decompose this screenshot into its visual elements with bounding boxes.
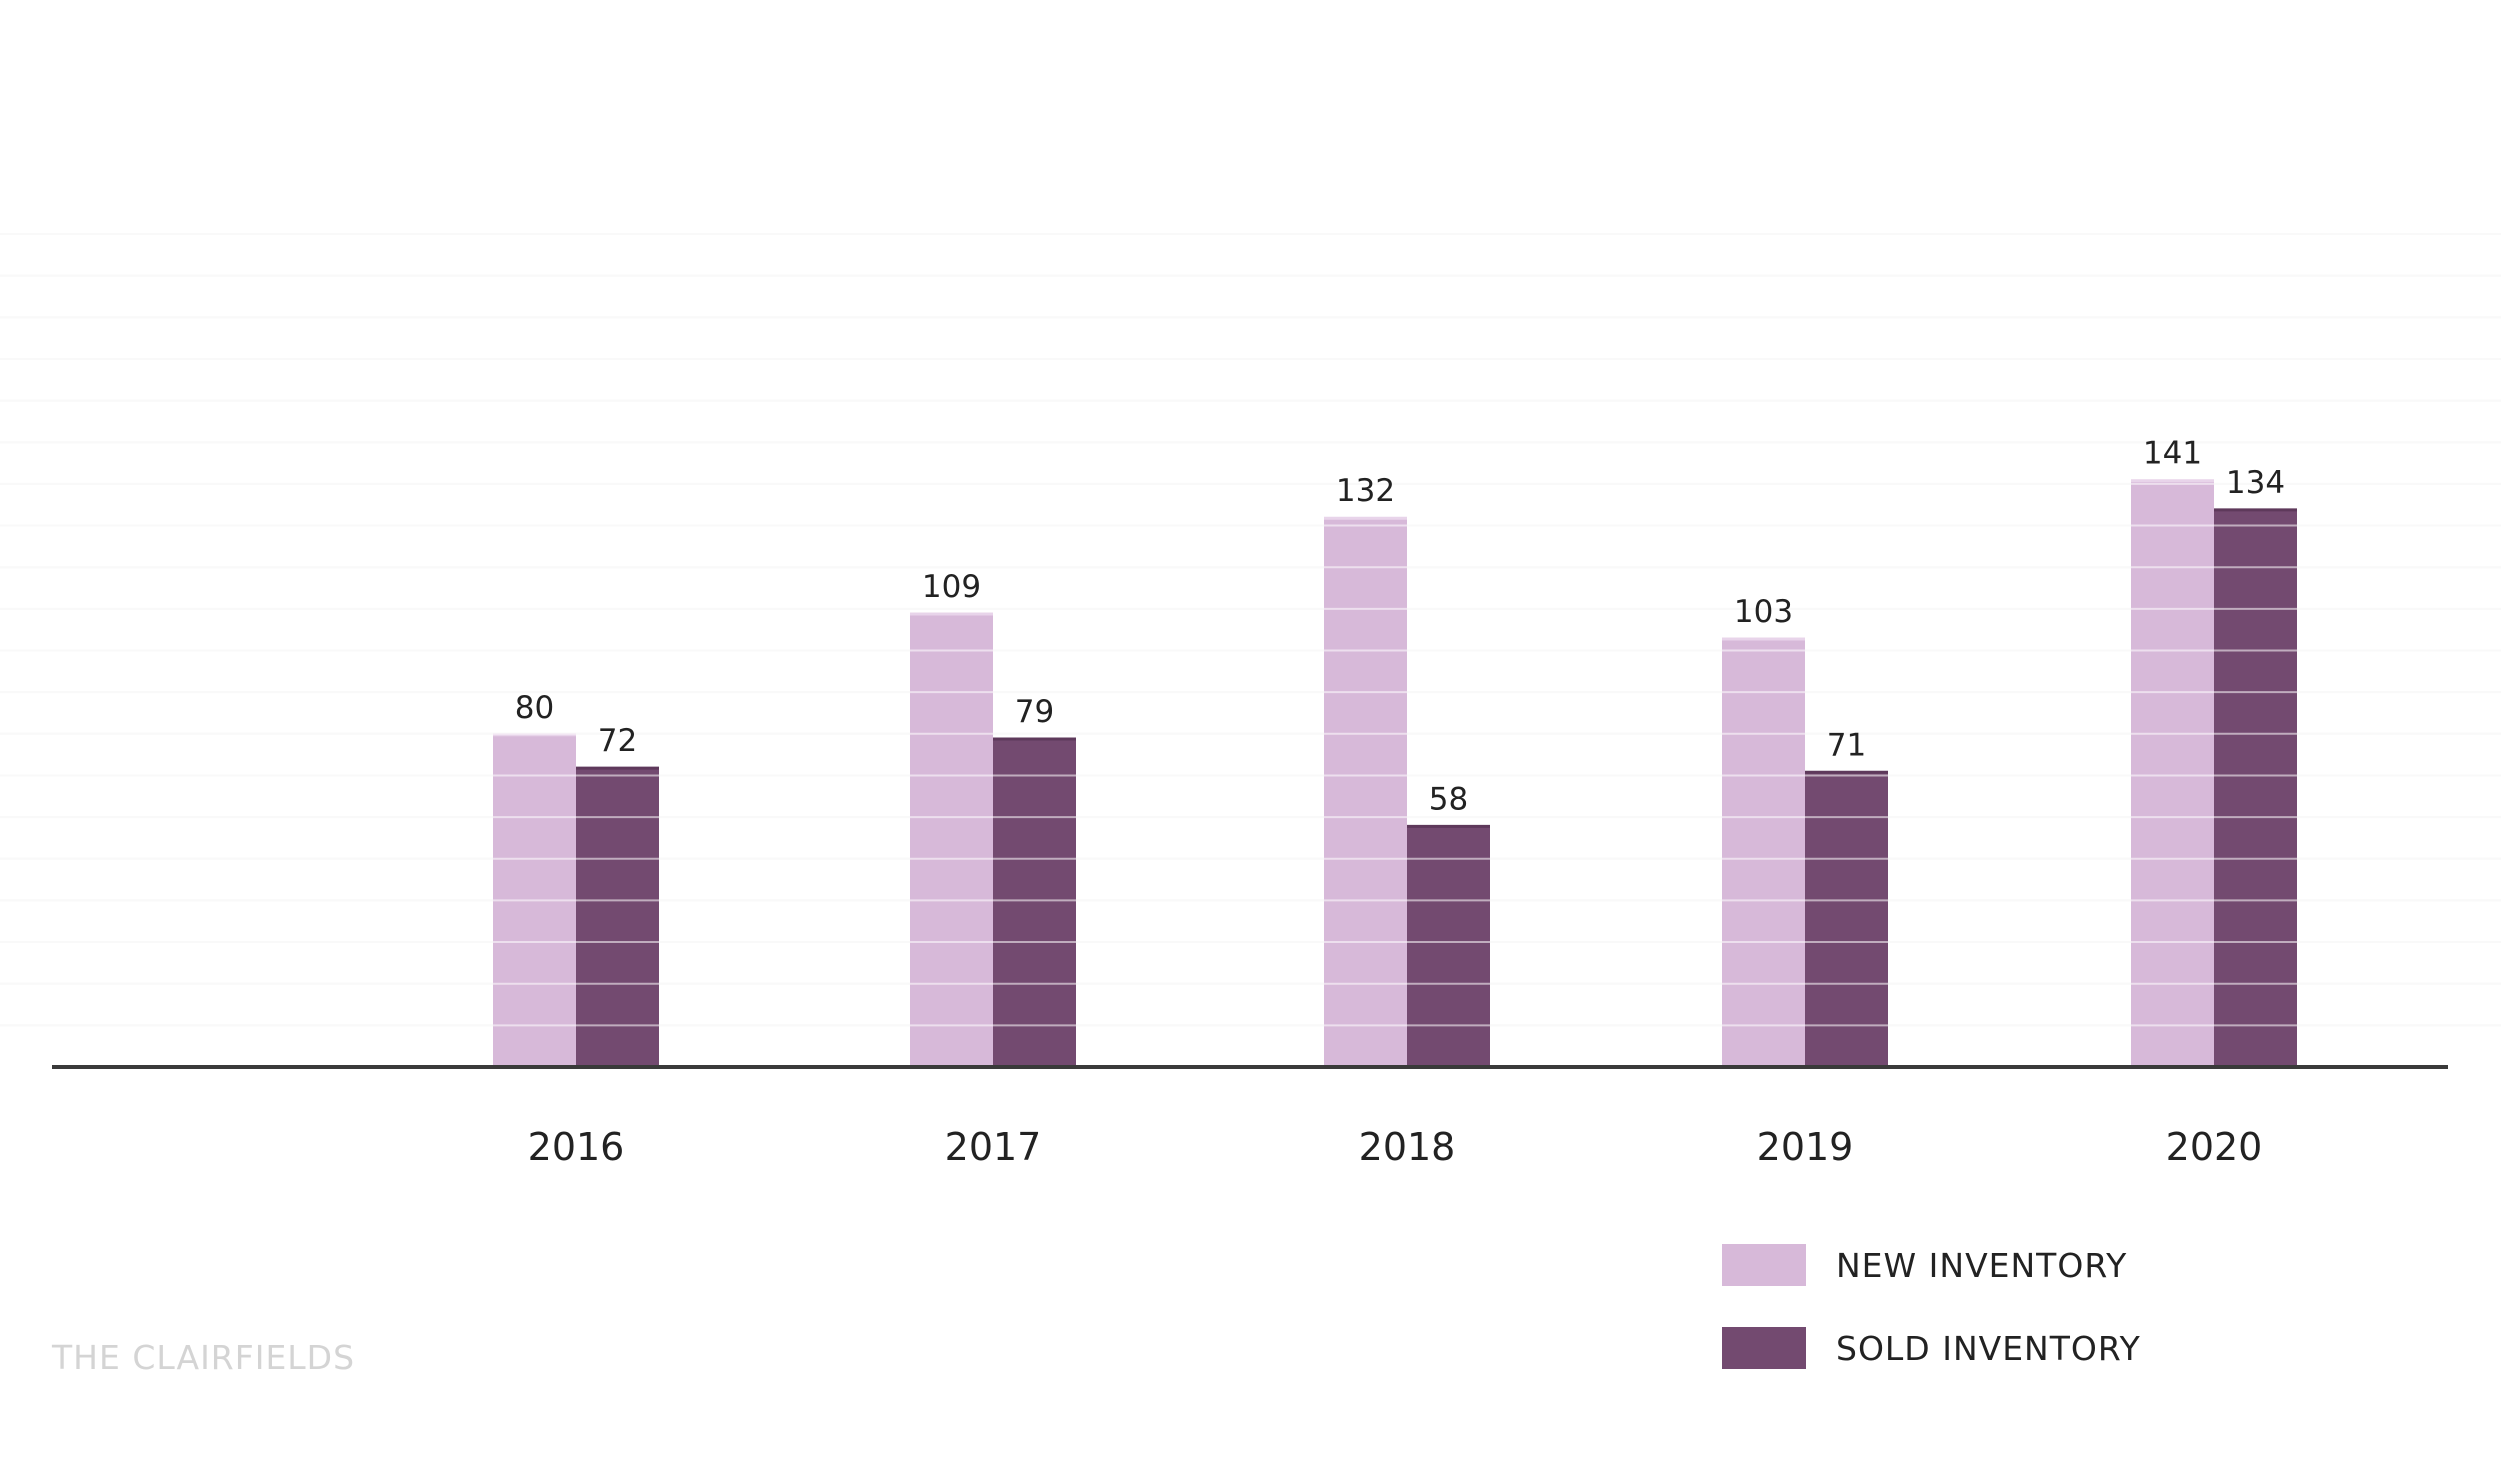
- data-label-sold-2018: 58: [1429, 781, 1468, 817]
- x-tick-2020: 2020: [2166, 1125, 2263, 1169]
- bar-sold-2019: [1805, 771, 1888, 1067]
- bar-sold-2018: [1407, 825, 1490, 1067]
- legend-item-sold: SOLD INVENTORY: [1722, 1326, 2141, 1370]
- x-tick-labels: 2016 2017 2018 2019 2020: [528, 1125, 2263, 1169]
- data-label-new-2019: 103: [1734, 594, 1793, 630]
- legend-swatch-new: [1722, 1244, 1806, 1286]
- data-label-new-2018: 132: [1336, 473, 1395, 509]
- bar-sold-2016: [576, 767, 659, 1067]
- bar-new-2017: [910, 613, 993, 1067]
- bar-new-2020: [2131, 479, 2214, 1067]
- legend-label-new: NEW INVENTORY: [1836, 1245, 2128, 1285]
- data-labels: 80 72 109 79 132 58 103 71 141 134: [515, 436, 2285, 818]
- data-label-new-2017: 109: [922, 569, 981, 605]
- legend-item-new: NEW INVENTORY: [1722, 1243, 2141, 1287]
- data-label-sold-2019: 71: [1827, 727, 1866, 763]
- x-tick-2018: 2018: [1359, 1125, 1456, 1169]
- bar-gridlines: [0, 233, 2501, 1027]
- bars: [493, 479, 2297, 1067]
- legend-swatch-sold: [1722, 1327, 1806, 1369]
- x-tick-2019: 2019: [1757, 1125, 1854, 1169]
- data-label-new-2020: 141: [2143, 436, 2202, 472]
- data-label-sold-2017: 79: [1015, 694, 1054, 730]
- data-label-sold-2016: 72: [598, 723, 637, 759]
- bar-new-2019: [1722, 638, 1805, 1067]
- gridlines: [0, 233, 2501, 1027]
- bar-sold-2020: [2214, 508, 2297, 1067]
- legend: NEW INVENTORY SOLD INVENTORY: [1722, 1243, 2141, 1409]
- data-label-new-2016: 80: [515, 690, 554, 726]
- watermark: THE CLAIRFIELDS: [52, 1338, 356, 1377]
- data-label-sold-2020: 134: [2226, 465, 2285, 501]
- x-tick-2016: 2016: [528, 1125, 625, 1169]
- bar-sold-2017: [993, 737, 1076, 1067]
- legend-label-sold: SOLD INVENTORY: [1836, 1328, 2141, 1368]
- x-tick-2017: 2017: [945, 1125, 1042, 1169]
